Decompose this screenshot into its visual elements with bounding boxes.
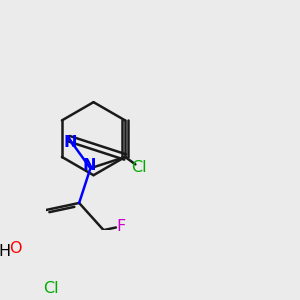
Text: N: N <box>64 135 77 150</box>
Text: Cl: Cl <box>131 160 147 175</box>
Text: F: F <box>116 219 125 234</box>
Text: N: N <box>82 158 96 173</box>
Text: H: H <box>0 244 10 259</box>
Text: O: O <box>9 242 21 256</box>
Text: Cl: Cl <box>44 281 59 296</box>
